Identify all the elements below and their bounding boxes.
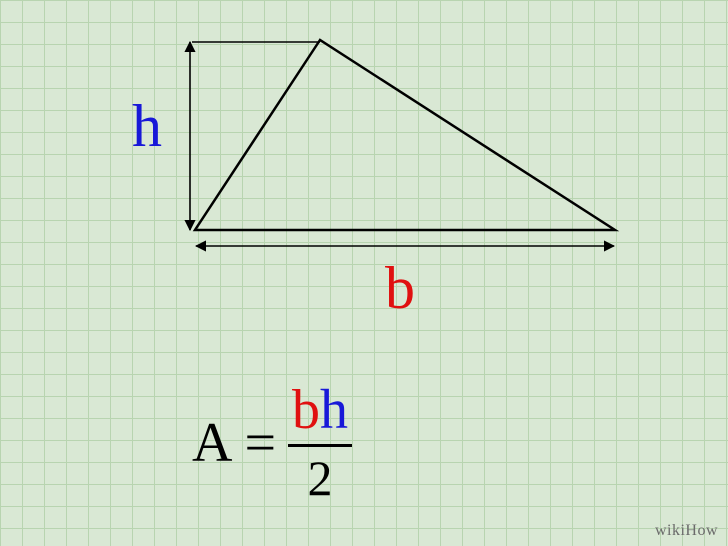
triangle-diagram <box>0 0 728 546</box>
formula-denominator: 2 <box>308 447 333 507</box>
base-label: b <box>385 258 415 318</box>
formula-fraction: bh 2 <box>288 378 352 507</box>
formula-numerator: bh <box>288 378 352 444</box>
formula-numerator-h: h <box>320 378 348 442</box>
height-label: h <box>132 96 162 156</box>
wikihow-watermark: wikiHow <box>655 522 718 540</box>
formula-equals: = <box>244 411 276 475</box>
formula-numerator-b: b <box>292 378 320 442</box>
triangle-shape <box>195 40 615 230</box>
area-formula: A = bh 2 <box>192 378 352 507</box>
formula-variable-a: A <box>192 411 232 475</box>
